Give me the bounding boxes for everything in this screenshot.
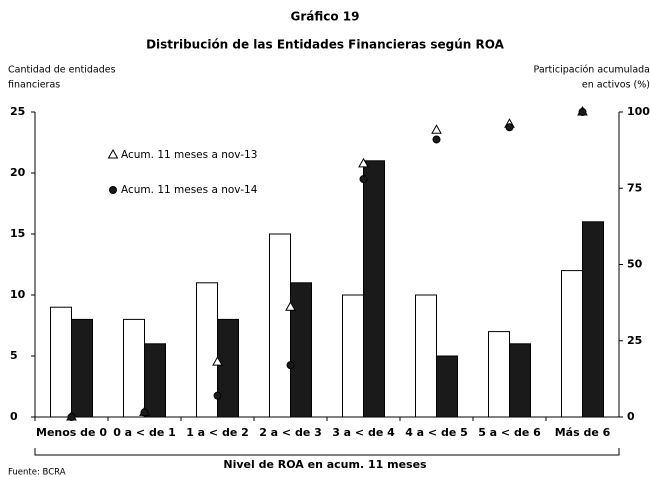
marker [67, 413, 76, 421]
bar [269, 233, 291, 418]
y-tick-label: 0 [10, 410, 18, 423]
y2-tick-label: 50 [627, 258, 643, 271]
marker [285, 301, 296, 311]
bar [488, 331, 510, 418]
x-axis-label: Nivel de ROA en acum. 11 meses [223, 458, 427, 471]
y2-axis-label: Participación acumulada [534, 65, 650, 76]
x-bracket [34, 448, 620, 456]
y-tick-label: 15 [10, 227, 25, 240]
marker [213, 391, 222, 400]
x-tick-label: 2 a < de 3 [259, 426, 322, 439]
y2-tick-label: 0 [627, 410, 635, 423]
chart-subtitle: Distribución de las Entidades Financiera… [146, 38, 505, 52]
y-tick-label: 25 [10, 105, 25, 118]
x-tick-label: 4 a < de 5 [405, 426, 468, 439]
x-tick-label: Menos de 0 [36, 426, 107, 439]
y-axis-label: financieras [8, 80, 60, 91]
marker [431, 124, 442, 134]
bar [561, 270, 583, 418]
marker [359, 175, 368, 184]
x-tick-label: 5 a < de 6 [478, 426, 541, 439]
y-tick-label: 10 [10, 288, 26, 301]
bar [50, 306, 72, 418]
y-tick-label: 5 [10, 349, 18, 362]
marker [432, 135, 441, 144]
x-tick-label: Más de 6 [555, 426, 611, 439]
legend-label: Acum. 11 meses a nov-14 [121, 184, 258, 196]
legend-label: Acum. 11 meses a nov-13 [121, 149, 257, 161]
marker [212, 356, 223, 366]
x-tick-label: 1 a < de 2 [186, 426, 249, 439]
bar [123, 318, 145, 418]
y2-axis-label: en activos (%) [582, 80, 650, 91]
bar [436, 355, 458, 418]
marker [286, 361, 295, 370]
bar [582, 221, 604, 418]
source: Fuente: BCRA [8, 468, 66, 477]
bar [342, 294, 364, 418]
y-axis-label: Cantidad de entidades [8, 65, 116, 76]
marker [140, 408, 149, 417]
bar [509, 343, 531, 418]
bar [144, 343, 166, 418]
marker [358, 157, 369, 168]
x-tick-label: 3 a < de 4 [332, 426, 395, 439]
marker [107, 148, 119, 159]
bar [290, 282, 312, 418]
x-tick-label: 0 a < de 1 [113, 426, 176, 439]
chart-title: Gráfico 19 [291, 10, 360, 24]
marker [578, 108, 587, 116]
bar [217, 318, 239, 418]
marker [505, 123, 514, 132]
y2-tick-label: 75 [627, 181, 642, 194]
bar [415, 294, 437, 418]
y-tick-label: 20 [10, 166, 26, 179]
bar [71, 318, 93, 418]
bar [363, 160, 385, 418]
y2-tick-label: 100 [627, 105, 650, 118]
y2-tick-label: 25 [627, 334, 642, 347]
marker [109, 186, 117, 194]
